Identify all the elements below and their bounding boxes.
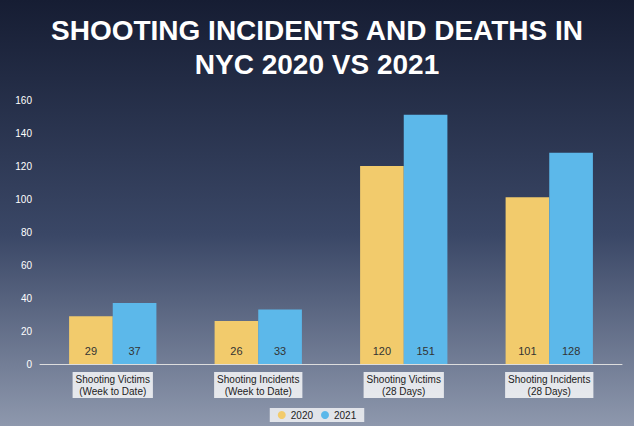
svg-text:SHOOTING INCIDENTS AND DEATHS: SHOOTING INCIDENTS AND DEATHS IN bbox=[51, 15, 583, 46]
svg-text:29: 29 bbox=[85, 345, 97, 357]
svg-text:128: 128 bbox=[562, 345, 580, 357]
svg-text:80: 80 bbox=[21, 227, 33, 238]
svg-text:20: 20 bbox=[21, 326, 33, 337]
svg-text:100: 100 bbox=[15, 194, 32, 205]
svg-text:37: 37 bbox=[128, 345, 140, 357]
svg-text:(28 Days): (28 Days) bbox=[528, 386, 571, 397]
svg-text:2020: 2020 bbox=[291, 410, 314, 421]
svg-text:(Week to Date): (Week to Date) bbox=[79, 386, 146, 397]
svg-text:Shooting Victims: Shooting Victims bbox=[76, 374, 150, 385]
svg-text:NYC 2020 VS 2021: NYC 2020 VS 2021 bbox=[195, 49, 439, 80]
svg-text:Shooting Incidents: Shooting Incidents bbox=[508, 374, 590, 385]
svg-text:140: 140 bbox=[15, 128, 32, 139]
svg-text:0: 0 bbox=[26, 359, 32, 370]
svg-text:60: 60 bbox=[21, 260, 33, 271]
svg-text:101: 101 bbox=[518, 345, 536, 357]
svg-text:26: 26 bbox=[230, 345, 242, 357]
svg-text:120: 120 bbox=[373, 345, 391, 357]
svg-text:120: 120 bbox=[15, 161, 32, 172]
svg-text:Shooting Incidents: Shooting Incidents bbox=[217, 374, 299, 385]
svg-text:Shooting Victims: Shooting Victims bbox=[367, 374, 441, 385]
svg-text:33: 33 bbox=[274, 345, 286, 357]
svg-text:(Week to Date): (Week to Date) bbox=[225, 386, 292, 397]
svg-text:160: 160 bbox=[15, 95, 32, 106]
svg-text:2021: 2021 bbox=[334, 410, 357, 421]
svg-text:(28 Days): (28 Days) bbox=[382, 386, 425, 397]
svg-text:151: 151 bbox=[416, 345, 434, 357]
svg-text:40: 40 bbox=[21, 293, 33, 304]
